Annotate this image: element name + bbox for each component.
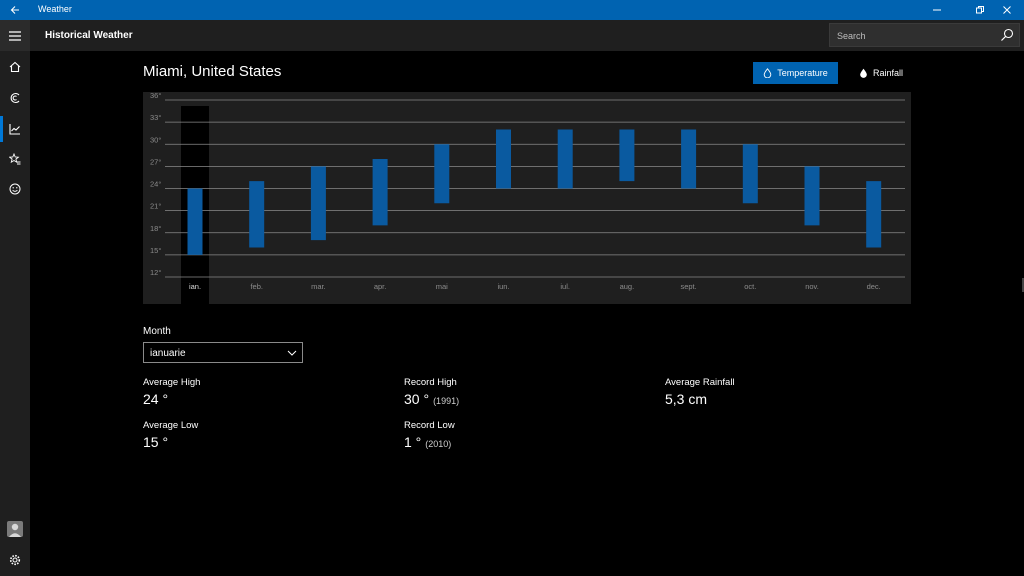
x-tick-label: mai xyxy=(436,282,448,291)
temperature-chart: 12° 15° 18° 21° 24° 27° 30° 33° 36° ian. feb. mar. a… xyxy=(143,91,911,304)
month-selected-value: ianuarie xyxy=(150,348,186,359)
hamburger-icon xyxy=(9,31,21,41)
window-title: Weather xyxy=(38,4,72,14)
nav-forecast[interactable] xyxy=(0,83,30,113)
search-input[interactable]: Search xyxy=(837,31,866,41)
temperature-bar[interactable] xyxy=(681,129,697,189)
temperature-label: Temperature xyxy=(777,68,828,78)
restore-button[interactable] xyxy=(963,0,997,20)
app-header: Historical Weather Search xyxy=(30,20,1024,51)
home-icon xyxy=(9,61,21,73)
temperature-bar[interactable] xyxy=(372,159,388,226)
record-low-value: 1 ° (2010) xyxy=(404,434,451,450)
close-button[interactable] xyxy=(990,0,1024,20)
raindrop-icon xyxy=(860,68,867,78)
temperature-bar[interactable] xyxy=(619,129,635,182)
x-tick-label: dec. xyxy=(867,282,881,291)
y-tick-label: 27° xyxy=(150,157,161,166)
average-high-label: Average High xyxy=(143,377,201,388)
search-icon[interactable] xyxy=(1000,28,1014,42)
temperature-bar[interactable] xyxy=(866,181,882,248)
chevron-down-icon xyxy=(287,350,297,356)
temperature-bar[interactable] xyxy=(249,181,265,248)
restore-icon xyxy=(976,6,984,14)
settings-icon xyxy=(9,554,21,566)
minimize-icon xyxy=(933,9,941,11)
smiley-icon xyxy=(9,183,21,195)
x-tick-label: apr. xyxy=(374,282,387,291)
average-low-label: Average Low xyxy=(143,420,199,431)
record-high-label: Record High xyxy=(404,377,457,388)
x-tick-label: feb. xyxy=(250,282,263,291)
chart-svg: 12° 15° 18° 21° 24° 27° 30° 33° 36° ian. feb. mar. a… xyxy=(150,91,905,304)
temperature-bar[interactable] xyxy=(310,166,326,241)
back-button[interactable] xyxy=(0,0,30,20)
nav-historical-weather[interactable] xyxy=(0,114,30,144)
x-tick-label: ian. xyxy=(189,282,201,291)
y-tick-label: 12° xyxy=(150,268,161,277)
title-bar: Weather xyxy=(0,0,1024,20)
y-tick-label: 18° xyxy=(150,224,161,233)
average-rainfall-label: Average Rainfall xyxy=(665,377,735,388)
y-tick-label: 24° xyxy=(150,180,161,189)
nav-favorites[interactable] xyxy=(0,144,30,174)
x-tick-label: oct. xyxy=(744,282,756,291)
page-title: Historical Weather xyxy=(45,30,133,41)
average-low-value: 15 ° xyxy=(143,434,169,450)
historical-chart-icon xyxy=(9,124,20,135)
record-low-year: (2010) xyxy=(425,439,452,449)
temperature-bar[interactable] xyxy=(434,144,450,204)
close-icon xyxy=(1003,6,1011,14)
x-tick-label: mar. xyxy=(311,282,326,291)
back-arrow-icon xyxy=(10,6,19,14)
hamburger-button[interactable] xyxy=(0,21,30,51)
record-low-temp: 1 ° xyxy=(404,434,422,450)
nav-home[interactable] xyxy=(0,52,30,82)
rainfall-label: Rainfall xyxy=(872,68,903,78)
month-dropdown[interactable]: ianuarie xyxy=(143,342,303,363)
account-button[interactable] xyxy=(0,514,30,544)
month-label: Month xyxy=(143,326,171,337)
left-nav xyxy=(0,20,30,576)
y-tick-label: 30° xyxy=(150,135,161,144)
favorites-icon xyxy=(9,153,21,165)
temperature-bar[interactable] xyxy=(557,129,573,189)
record-low-label: Record Low xyxy=(404,420,455,431)
minimize-button[interactable] xyxy=(920,0,954,20)
x-tick-label: iun. xyxy=(497,282,509,291)
record-high-temp: 30 ° xyxy=(404,391,430,407)
location-title: Miami, United States xyxy=(143,63,282,80)
average-high-value: 24 ° xyxy=(143,391,169,407)
temperature-bar[interactable] xyxy=(742,144,758,204)
x-tick-label: nov. xyxy=(805,282,819,291)
thermometer-drop-icon xyxy=(763,68,772,78)
forecast-icon xyxy=(10,92,20,104)
rainfall-toggle-button[interactable]: Rainfall xyxy=(846,62,916,84)
y-tick-label: 33° xyxy=(150,113,161,122)
y-tick-label: 21° xyxy=(150,202,161,211)
search-box[interactable]: Search xyxy=(829,23,1020,47)
temperature-bar[interactable] xyxy=(496,129,511,189)
average-rainfall-value: 5,3 cm xyxy=(665,391,708,407)
record-high-value: 30 ° (1991) xyxy=(404,391,459,407)
avatar xyxy=(7,521,23,537)
x-tick-label: aug. xyxy=(620,282,635,291)
x-tick-label: sept. xyxy=(680,282,696,291)
y-tick-label: 15° xyxy=(150,246,161,255)
temperature-toggle-button[interactable]: Temperature xyxy=(753,62,838,84)
nav-settings[interactable] xyxy=(0,545,30,575)
temperature-bar[interactable] xyxy=(804,166,820,226)
temperature-bar[interactable] xyxy=(187,188,203,255)
y-tick-label: 36° xyxy=(150,92,161,100)
scroll-indicator[interactable] xyxy=(1022,278,1024,292)
x-tick-label: iul. xyxy=(560,282,570,291)
nav-feedback[interactable] xyxy=(0,174,30,204)
record-high-year: (1991) xyxy=(433,396,460,406)
